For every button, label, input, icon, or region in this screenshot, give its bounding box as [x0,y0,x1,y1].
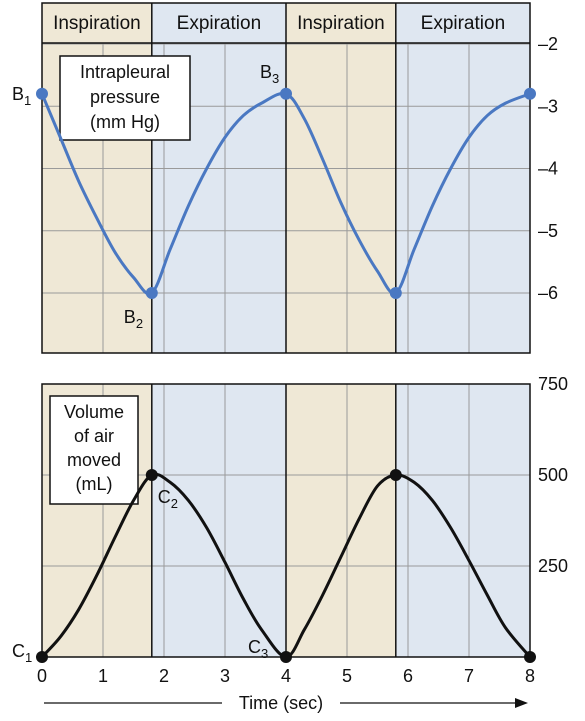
y-tick-label: –5 [538,221,558,241]
point-label-letter: B [260,62,272,82]
point-label: B1 [12,84,31,108]
y-tick-label: 750 [538,374,568,394]
panel-pressure: Inspiration Expiration Inspiration Expirati… [12,2,558,354]
point-label: B2 [124,307,143,331]
point-label-letter: C [12,641,25,661]
legend-line: moved [67,450,121,470]
y-tick-label: –4 [538,159,558,179]
point-label: B3 [260,62,279,86]
point-label-subscript: 2 [171,496,178,511]
legend-line: Volume [64,402,124,422]
legend-box [49,395,139,505]
x-tick-label: 8 [525,666,535,686]
point-label-letter: C [248,637,261,657]
y-tick-label: –2 [538,34,558,54]
phase-label: Expiration [421,13,506,34]
point-label-letter: B [124,307,136,327]
point-label-subscript: 3 [272,71,279,86]
point-label: C3 [248,637,268,661]
x-tick-label: 0 [37,666,47,686]
phase-band [395,384,530,657]
legend-line: of air [74,426,114,446]
key-point [280,87,292,100]
point-label-subscript: 1 [25,650,32,665]
y-tick-label: –6 [538,283,558,303]
point-label: C2 [158,487,178,511]
phase-label: Expiration [177,13,262,34]
key-point [280,651,292,663]
y-tick-label: –3 [538,96,558,116]
point-label-subscript: 2 [136,316,143,331]
point-label: C1 [12,641,32,665]
phase-label: Inspiration [53,13,141,34]
key-point [36,87,48,100]
point-label-letter: C [158,487,171,507]
time-arrow-head [515,698,528,708]
legend-box [59,55,191,141]
y-tick-label: 500 [538,465,568,485]
phase-band [286,384,396,657]
x-tick-label: 5 [342,666,352,686]
x-axis-title: Time (sec) [239,693,323,713]
legend-line: Intrapleural [80,62,170,82]
legend-line: pressure [90,87,160,107]
key-point [389,287,402,299]
phase-band [286,3,396,353]
x-tick-label: 4 [281,666,291,686]
key-point [36,651,48,663]
key-point [145,287,158,299]
point-label-subscript: 1 [24,93,31,108]
phase-label: Inspiration [297,13,385,34]
x-tick-label: 7 [464,666,474,686]
key-point [524,651,536,663]
panel-frame [41,2,531,354]
x-tick-label: 2 [159,666,169,686]
key-point [524,87,536,100]
y-tick-label: 250 [538,556,568,576]
key-point [389,469,402,481]
legend-line: (mL) [76,474,113,494]
point-label-subscript: 3 [261,646,268,661]
key-point [145,469,158,481]
point-label-letter: B [12,84,24,104]
legend-line: (mm Hg) [90,112,160,132]
x-tick-label: 3 [220,666,230,686]
phase-band [151,384,286,657]
phase-band [395,3,530,353]
x-tick-label: 1 [98,666,108,686]
x-tick-label: 6 [403,666,413,686]
